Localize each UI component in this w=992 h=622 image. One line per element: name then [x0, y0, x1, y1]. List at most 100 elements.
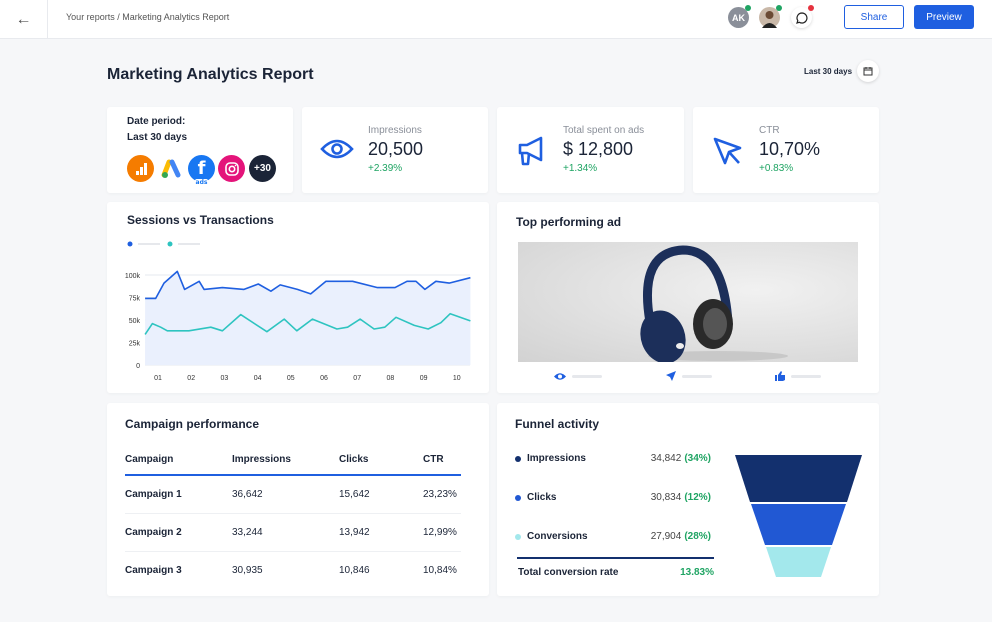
cell: Campaign 1	[125, 475, 232, 514]
cell: 33,244	[232, 513, 339, 552]
legend-dot	[515, 455, 521, 462]
x-tick-label: 08	[387, 375, 395, 382]
avatar[interactable]: AK	[728, 5, 751, 28]
person-icon	[762, 11, 777, 28]
google-ads-icon	[158, 155, 185, 182]
ad-stat-views	[554, 372, 602, 381]
ads-sublabel: ads	[194, 179, 209, 186]
kpi-card-impressions: Impressions 20,500 +2.39%	[302, 107, 488, 193]
date-period-card: Date period: Last 30 days f ads +30	[107, 107, 293, 193]
x-tick-label: 07	[353, 375, 361, 382]
funnel-row-impressions: Impressions 34,842 (34%)	[515, 453, 711, 464]
cell: 30,935	[232, 564, 263, 576]
x-tick-label: 09	[420, 375, 428, 382]
divider	[517, 557, 714, 559]
kpi-label: Total spent on ads	[563, 125, 645, 136]
campaign-title: Campaign performance	[125, 417, 260, 431]
x-tick-label: 02	[187, 375, 195, 382]
kpi-card-ctr: CTR 10,70% +0.83%	[693, 107, 879, 193]
online-dot	[776, 5, 782, 11]
legend-dot	[515, 494, 521, 501]
date-period-label: Date period:	[127, 116, 186, 127]
calendar-icon	[863, 67, 873, 76]
x-tick-label: 03	[221, 375, 229, 382]
funnel-segment-conversions	[766, 547, 831, 577]
funnel-label: Clicks	[527, 492, 557, 503]
notification-dot	[808, 5, 814, 11]
thumbs-up-icon	[775, 371, 785, 381]
cell: 10,846	[339, 564, 370, 576]
kpi-label: Impressions	[368, 125, 422, 136]
legend-dot	[167, 241, 173, 247]
chat-bubble-icon	[795, 11, 808, 24]
avatar-photo[interactable]	[759, 5, 782, 28]
top-ad-title: Top performing ad	[516, 215, 622, 229]
funnel-pct: (28%)	[684, 531, 711, 542]
kpi-label: CTR	[759, 125, 780, 136]
funnel-title: Funnel activity	[515, 417, 600, 431]
cell: 13,942	[339, 513, 423, 552]
cell: Campaign 2	[125, 513, 232, 552]
campaign-performance-card: Campaign performance Campaign Impression…	[107, 403, 489, 596]
funnel-value: 34,842	[650, 453, 682, 464]
cell: 23,23%	[423, 475, 461, 514]
kpi-value: 10,70%	[759, 139, 821, 159]
legend-dot	[127, 241, 133, 247]
funnel-segment-clicks	[751, 504, 846, 545]
funnel-row-conversions: Conversions 27,904 (28%)	[515, 531, 711, 542]
column-header: Impressions	[232, 445, 339, 476]
facebook-ads-icon: f ads	[188, 155, 215, 186]
top-ad-card: Top performing ad	[497, 202, 879, 393]
funnel-pct: (12%)	[684, 492, 711, 503]
cell: 10,84%	[423, 564, 457, 576]
y-tick-label: 100k	[125, 273, 141, 280]
instagram-icon	[218, 155, 245, 182]
kpi-change: +2.39%	[368, 163, 403, 174]
x-tick-label: 06	[320, 375, 328, 382]
table-row: Campaign 2 33,244 13,942 12,99%	[125, 513, 461, 552]
legend-bar	[138, 243, 160, 245]
preview-button[interactable]: Preview	[914, 5, 974, 29]
megaphone-icon	[518, 136, 543, 166]
total-value: 13.83%	[680, 567, 714, 578]
send-icon	[666, 371, 676, 381]
ad-image[interactable]	[518, 242, 858, 362]
comments-button[interactable]	[791, 5, 814, 28]
avatar-initials: AK	[732, 12, 745, 23]
cell: Campaign 3	[125, 564, 182, 576]
kpi-value: 20,500	[368, 139, 424, 159]
column-header: CTR	[423, 445, 461, 476]
kpi-card-spend: Total spent on ads $ 12,800 +1.34%	[497, 107, 684, 193]
y-tick-label: 75k	[129, 296, 141, 303]
funnel-value: 30,834	[650, 492, 682, 503]
y-tick-label: 25k	[129, 341, 141, 348]
series-line-2	[144, 312, 471, 335]
kpi-change: +0.83%	[759, 163, 794, 174]
funnel-label: Impressions	[527, 453, 586, 464]
share-button[interactable]: Share	[844, 5, 904, 29]
legend-bar	[178, 243, 200, 245]
google-analytics-icon	[127, 155, 154, 182]
ad-stat-clicks	[666, 371, 712, 381]
breadcrumb[interactable]: Your reports / Marketing Analytics Repor…	[66, 12, 230, 22]
more-sources-badge[interactable]: +30	[249, 155, 276, 182]
funnel-value: 27,904	[650, 531, 682, 542]
x-tick-label: 04	[254, 375, 262, 382]
date-picker-button[interactable]	[857, 60, 879, 82]
x-tick-label: 01	[154, 375, 162, 382]
table-row: Campaign 1 36,642 15,642 23,23%	[125, 475, 461, 514]
cell: 12,99%	[423, 513, 461, 552]
back-button[interactable]: ←	[0, 0, 48, 39]
kpi-value: $ 12,800	[563, 139, 634, 159]
legend-dot	[515, 533, 521, 540]
sessions-chart-card: Sessions vs Transactions 0 25k 50k 75k 100k 0…	[107, 202, 489, 393]
funnel-chart	[735, 455, 862, 577]
ad-stat-likes	[775, 371, 821, 381]
series-area	[145, 271, 471, 365]
total-conversion-row: Total conversion rate 13.83%	[518, 567, 714, 578]
funnel-card: Funnel activity Impressions 34,842 (34%) C…	[497, 403, 879, 596]
headphones-image	[640, 245, 788, 362]
page-title: Marketing Analytics Report	[107, 66, 314, 83]
cursor-icon	[713, 137, 742, 165]
date-range-label: Last 30 days	[804, 67, 853, 76]
